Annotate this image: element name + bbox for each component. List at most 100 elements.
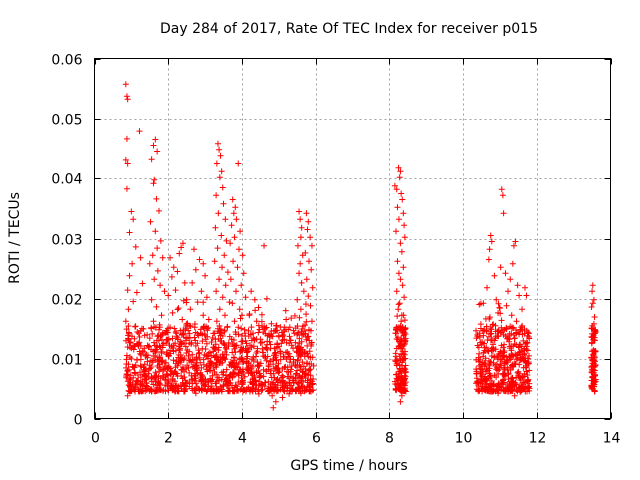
data-point <box>251 296 258 303</box>
data-point <box>221 355 228 362</box>
data-point <box>185 364 192 371</box>
data-point <box>275 387 282 394</box>
data-point <box>285 354 291 361</box>
data-point <box>591 353 598 360</box>
data-point <box>184 362 191 369</box>
data-point <box>492 328 499 335</box>
data-point <box>248 288 255 295</box>
data-point <box>157 381 164 388</box>
data-point <box>167 324 174 331</box>
data-point <box>158 312 165 319</box>
data-point <box>277 350 284 357</box>
x-tick-label: 4 <box>238 431 247 447</box>
data-point <box>130 298 137 305</box>
data-point <box>520 337 527 344</box>
data-point <box>167 254 174 261</box>
data-point <box>272 364 279 371</box>
data-point <box>589 351 596 358</box>
data-point <box>145 343 152 350</box>
data-point <box>501 326 508 333</box>
data-point <box>473 375 480 382</box>
data-point <box>279 394 286 401</box>
data-point <box>393 288 400 295</box>
data-point <box>507 384 514 391</box>
data-point <box>165 292 172 299</box>
data-point <box>308 242 315 249</box>
data-point <box>156 324 163 331</box>
data-point <box>130 216 137 223</box>
data-point <box>395 324 402 331</box>
data-point <box>152 369 159 376</box>
data-point <box>227 240 234 247</box>
data-point <box>512 238 519 245</box>
data-point <box>141 361 148 368</box>
data-point <box>483 328 490 335</box>
data-point <box>298 279 305 286</box>
data-point <box>511 335 518 342</box>
data-point <box>170 342 177 349</box>
data-point <box>253 318 260 325</box>
data-point <box>395 270 402 277</box>
data-point <box>240 270 247 277</box>
data-point <box>253 382 260 389</box>
data-point <box>222 372 229 379</box>
data-point <box>146 335 153 342</box>
data-point <box>150 339 157 346</box>
data-point <box>300 378 307 385</box>
data-point <box>227 361 234 368</box>
data-point <box>401 294 408 301</box>
data-point <box>239 338 246 345</box>
data-point <box>398 318 405 325</box>
data-point <box>181 279 188 286</box>
data-point <box>402 355 409 362</box>
data-point <box>274 382 281 389</box>
data-point <box>232 204 239 211</box>
data-point <box>216 174 223 181</box>
data-point <box>191 324 198 331</box>
data-point <box>229 196 236 203</box>
data-point <box>208 377 215 384</box>
data-point <box>174 362 181 369</box>
data-point <box>515 368 522 375</box>
data-point <box>513 318 520 325</box>
data-point <box>191 386 198 393</box>
data-point <box>186 357 193 364</box>
data-point <box>205 316 212 323</box>
data-point <box>209 376 216 383</box>
data-point <box>298 338 305 345</box>
data-point <box>275 332 282 339</box>
data-point <box>502 360 509 367</box>
data-point <box>481 344 488 351</box>
data-point <box>281 388 288 395</box>
data-point <box>263 357 270 364</box>
data-point <box>524 355 531 362</box>
y-tick-label: 0.03 <box>51 233 82 249</box>
data-point <box>223 351 230 358</box>
data-point <box>173 330 180 337</box>
data-point <box>139 347 146 354</box>
data-point <box>508 330 515 337</box>
x-tick-label: 12 <box>529 431 547 447</box>
y-tick-label: 0 <box>74 413 83 429</box>
data-point <box>401 326 408 333</box>
data-point <box>159 254 166 261</box>
data-point <box>392 228 399 235</box>
data-point <box>219 264 226 271</box>
data-point <box>297 306 304 313</box>
data-point <box>267 358 274 365</box>
data-point <box>486 314 493 321</box>
data-point <box>511 392 518 399</box>
data-point <box>286 324 293 331</box>
data-point <box>308 266 315 273</box>
data-point <box>148 388 155 395</box>
data-point <box>496 350 503 357</box>
data-point <box>136 333 143 340</box>
data-point <box>175 354 182 361</box>
data-point <box>503 354 510 361</box>
data-point <box>220 355 227 362</box>
data-point <box>234 264 241 271</box>
data-point <box>498 324 505 331</box>
data-point <box>170 382 177 389</box>
data-point <box>188 341 195 348</box>
data-point <box>490 341 497 348</box>
